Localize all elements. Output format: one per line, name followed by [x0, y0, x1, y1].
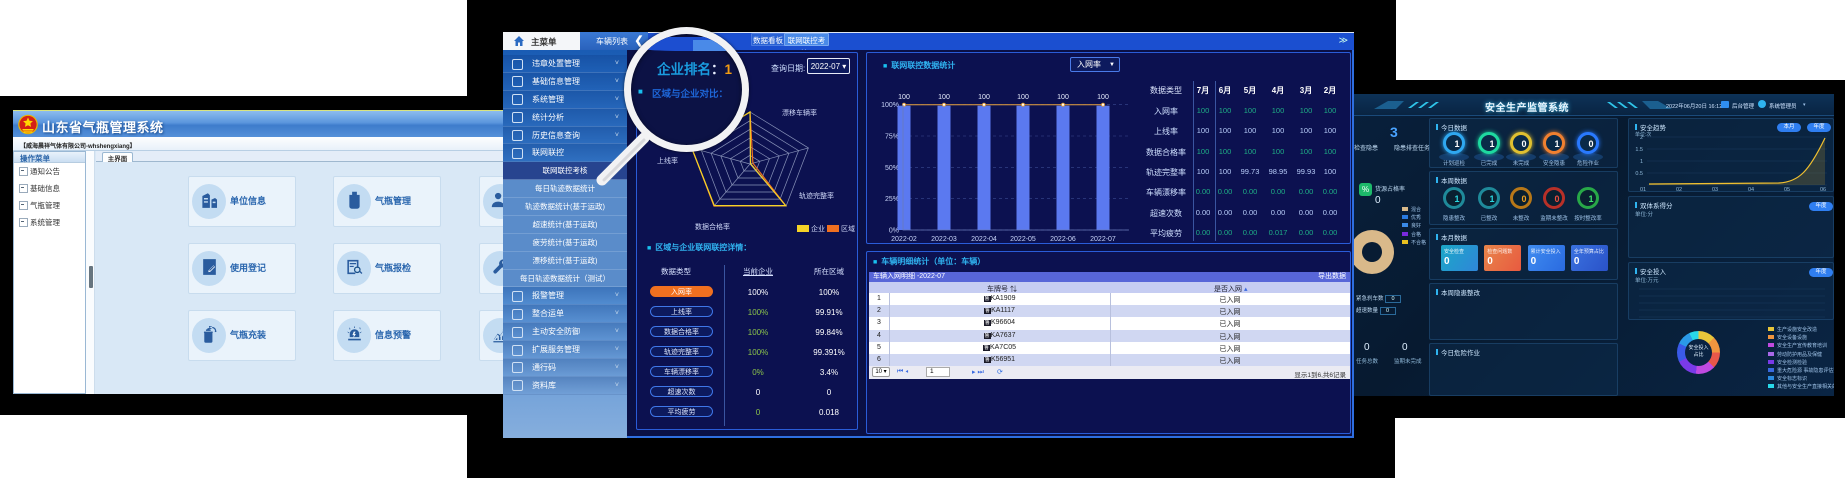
- svg-text:1.5: 1.5: [1635, 147, 1643, 153]
- svg-text:0%: 0%: [889, 228, 899, 235]
- svg-text:1: 1: [1640, 159, 1643, 165]
- svg-text:2: 2: [1640, 135, 1643, 141]
- svg-text:75%: 75%: [885, 134, 899, 141]
- svg-text:2022-02: 2022-02: [891, 236, 917, 243]
- svg-text:2022-03: 2022-03: [931, 236, 957, 243]
- svg-text:100: 100: [898, 94, 910, 101]
- svg-text:50%: 50%: [885, 165, 899, 172]
- svg-text:2022-04: 2022-04: [971, 236, 997, 243]
- svg-text:100%: 100%: [881, 102, 899, 109]
- svg-text:2022-07: 2022-07: [1090, 236, 1116, 243]
- svg-text:100: 100: [1017, 94, 1029, 101]
- svg-text:06: 06: [1820, 187, 1826, 191]
- svg-text:2022-05: 2022-05: [1010, 236, 1036, 243]
- svg-text:25%: 25%: [885, 196, 899, 203]
- svg-text:100: 100: [978, 94, 990, 101]
- svg-text:01: 01: [1640, 187, 1646, 191]
- svg-text:03: 03: [1712, 187, 1718, 191]
- svg-text:100: 100: [1057, 94, 1069, 101]
- svg-text:05: 05: [1784, 187, 1790, 191]
- svg-text:02: 02: [1676, 187, 1682, 191]
- svg-text:2022-06: 2022-06: [1050, 236, 1076, 243]
- svg-text:04: 04: [1748, 187, 1754, 191]
- svg-text:100: 100: [1097, 94, 1109, 101]
- svg-text:100: 100: [938, 94, 950, 101]
- svg-text:0.5: 0.5: [1635, 171, 1643, 177]
